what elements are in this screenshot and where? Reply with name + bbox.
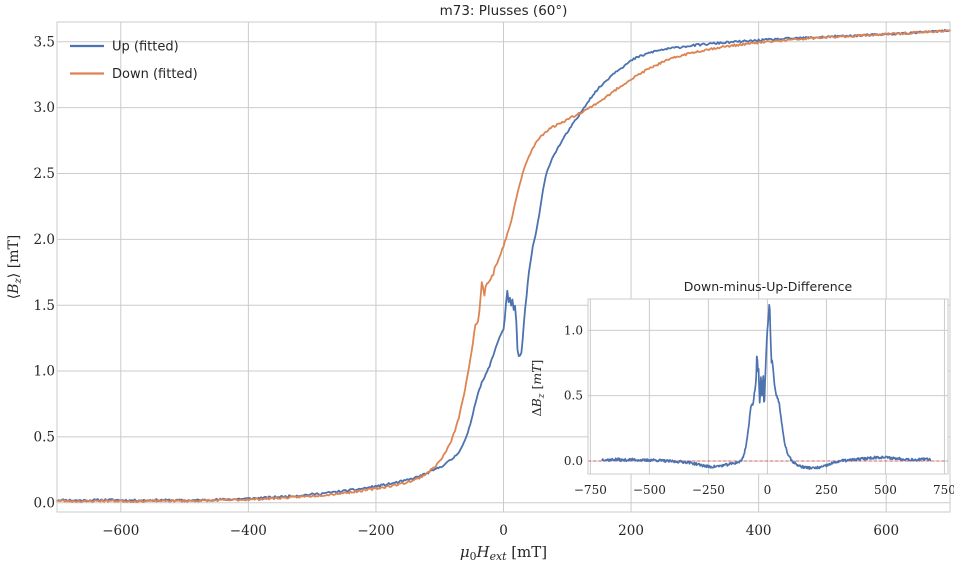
x-tick-label: −750 [574, 483, 607, 497]
inset-axes: −750 −500 −250 0 250 500 750 0.0 0.5 1.0 Down-minu… [529, 279, 954, 497]
y-tick-label: 0.0 [34, 495, 55, 511]
legend-label: Down (fitted) [112, 67, 198, 82]
x-tick-label: 400 [746, 523, 772, 539]
inset-y-axis-label: ΔBz [mT] [529, 360, 547, 417]
x-tick-label: −600 [102, 523, 139, 539]
x-tick-label: 500 [874, 483, 897, 497]
x-tick-label: 750 [933, 483, 954, 497]
x-tick-label: −400 [230, 523, 267, 539]
x-tick-label: 0 [499, 523, 508, 539]
main-curves [56, 28, 951, 504]
x-tick-label: 0 [764, 483, 772, 497]
y-tick-label: 0.5 [564, 389, 583, 403]
x-tick-label: 250 [815, 483, 838, 497]
inset-spines [587, 298, 949, 475]
y-tick-label: 1.5 [34, 298, 55, 314]
main-spines [56, 21, 951, 513]
y-axis-label: ⟨Bz⟩ [mT] [6, 235, 24, 300]
y-tick-label: 1.0 [564, 323, 583, 337]
y-tick-label: 2.0 [34, 232, 55, 248]
y-tick-label: 3.0 [34, 100, 55, 116]
x-tick-label: 600 [873, 523, 899, 539]
figure-title: m73: Plusses (60°) [440, 3, 568, 19]
y-tick-label: 1.0 [34, 364, 55, 380]
y-tick-label: 0.0 [564, 454, 583, 468]
inset-curve-0 [601, 303, 932, 470]
main-axes: −600 −400 −200 0 200 400 600 0.0 0.5 1.0 1.5 2.0 2.5… [6, 3, 951, 563]
main-curve-1 [56, 29, 951, 504]
inset-tick-labels: −750 −500 −250 0 250 500 750 0.0 0.5 1.0 [564, 323, 954, 497]
inset-curves [601, 303, 932, 470]
legend: Up (fitted) Down (fitted) [70, 40, 198, 82]
x-tick-label: 200 [618, 523, 644, 539]
legend-label: Up (fitted) [112, 40, 179, 55]
y-tick-label: 3.5 [34, 34, 55, 50]
x-tick-label: −500 [633, 483, 666, 497]
x-tick-label: −250 [692, 483, 725, 497]
x-tick-label: −200 [357, 523, 394, 539]
y-tick-label: 0.5 [34, 430, 55, 446]
main-tick-labels: −600 −400 −200 0 200 400 600 0.0 0.5 1.0 1.5 2.0 2.5… [34, 34, 900, 539]
inset-title: Down-minus-Up-Difference [684, 279, 853, 294]
x-axis-label: μ0Hext [mT] [460, 543, 547, 563]
y-tick-label: 2.5 [34, 166, 55, 182]
